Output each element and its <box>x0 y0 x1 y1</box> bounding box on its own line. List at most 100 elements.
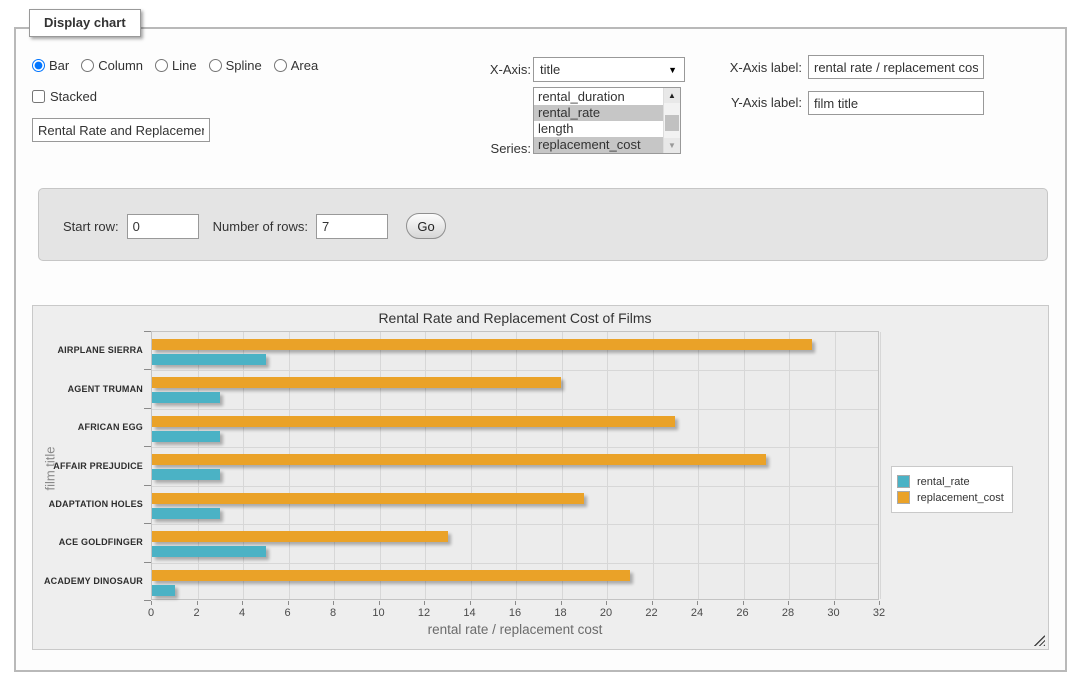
xtick-label: 6 <box>270 607 306 619</box>
xtick-mark <box>879 601 880 605</box>
legend-item: replacement_cost <box>897 491 1004 504</box>
scroll-up-icon[interactable]: ▲ <box>664 88 680 103</box>
gridline-vertical <box>425 332 426 599</box>
xtick-label: 20 <box>588 607 624 619</box>
gridline-vertical <box>289 332 290 599</box>
gridline-vertical <box>607 332 608 599</box>
scrollbar-track[interactable] <box>664 103 680 138</box>
xtick-label: 4 <box>224 607 260 619</box>
stacked-label: Stacked <box>50 89 97 104</box>
xtick-mark <box>743 601 744 605</box>
chart-type-radio-label: Line <box>172 58 197 73</box>
gridline-vertical <box>198 332 199 599</box>
yaxis-label-input[interactable] <box>808 91 984 115</box>
chart-type-option-spline[interactable]: Spline <box>209 58 262 73</box>
chart-type-option-area[interactable]: Area <box>274 58 318 73</box>
chart-title-input[interactable] <box>32 118 210 142</box>
gridline-horizontal <box>152 524 878 525</box>
number-of-rows-input[interactable] <box>316 214 388 239</box>
ytick-mark <box>144 446 151 447</box>
gridline-horizontal <box>152 409 878 410</box>
chart-type-radio-label: Spline <box>226 58 262 73</box>
display-chart-fieldset: Display chart BarColumnLineSplineArea St… <box>14 27 1067 672</box>
xtick-mark <box>288 601 289 605</box>
chart-title: Rental Rate and Replacement Cost of Film… <box>151 310 879 326</box>
start-row-input[interactable] <box>127 214 199 239</box>
resize-handle-icon[interactable] <box>1034 635 1045 646</box>
chart-type-radio-bar[interactable] <box>32 59 45 72</box>
series-option-length[interactable]: length <box>534 121 663 137</box>
gridline-vertical <box>880 332 881 599</box>
chart-xaxis-label: rental rate / replacement cost <box>151 622 879 637</box>
gridline-vertical <box>789 332 790 599</box>
xtick-mark <box>470 601 471 605</box>
scroll-down-icon[interactable]: ▼ <box>664 138 680 153</box>
xtick-label: 8 <box>315 607 351 619</box>
gridline-vertical <box>471 332 472 599</box>
xaxis-select-label: X-Axis: <box>457 62 531 77</box>
series-option-rental_duration[interactable]: rental_duration <box>534 89 663 105</box>
xtick-mark <box>788 601 789 605</box>
bar-rental_rate <box>152 431 220 442</box>
xtick-label: 12 <box>406 607 442 619</box>
xtick-mark <box>424 601 425 605</box>
chart-type-radio-label: Area <box>291 58 318 73</box>
xaxis-select[interactable]: title ▼ <box>533 57 685 82</box>
series-option-rental_rate[interactable]: rental_rate <box>534 105 663 121</box>
chart-type-radio-label: Column <box>98 58 143 73</box>
xaxis-label-input[interactable] <box>808 55 984 79</box>
bar-rental_rate <box>152 508 220 519</box>
ytick-mark <box>144 331 151 332</box>
xtick-mark <box>151 601 152 605</box>
chart-type-option-line[interactable]: Line <box>155 58 197 73</box>
chart-yaxis-label: film title <box>43 414 58 524</box>
bar-rental_rate <box>152 585 175 596</box>
xtick-mark <box>834 601 835 605</box>
start-row-label: Start row: <box>63 219 119 234</box>
xtick-label: 0 <box>133 607 169 619</box>
xtick-label: 18 <box>543 607 579 619</box>
ytick-mark <box>144 600 151 601</box>
ytick-mark <box>144 408 151 409</box>
series-multiselect[interactable]: rental_durationrental_ratelengthreplacem… <box>533 87 681 154</box>
stacked-checkbox-row: Stacked <box>32 89 97 104</box>
xtick-mark <box>697 601 698 605</box>
chart-type-radio-spline[interactable] <box>209 59 222 72</box>
bar-replacement_cost <box>152 377 561 388</box>
legend-swatch-rental_rate <box>897 475 910 488</box>
chart-type-radio-area[interactable] <box>274 59 287 72</box>
chart-type-option-column[interactable]: Column <box>81 58 143 73</box>
xtick-label: 30 <box>816 607 852 619</box>
stacked-checkbox[interactable] <box>32 90 45 103</box>
gridline-horizontal <box>152 370 878 371</box>
bar-rental_rate <box>152 469 220 480</box>
xaxis-label-field-label: X-Axis label: <box>706 60 802 75</box>
series-scrollbar[interactable]: ▲ ▼ <box>663 88 680 153</box>
ytick-mark <box>144 523 151 524</box>
chart-legend: rental_ratereplacement_cost <box>891 466 1013 513</box>
bar-replacement_cost <box>152 531 448 542</box>
go-button[interactable]: Go <box>406 213 446 239</box>
scrollbar-thumb[interactable] <box>665 115 679 131</box>
yaxis-label-field-label: Y-Axis label: <box>706 95 802 110</box>
xtick-label: 14 <box>452 607 488 619</box>
chart-type-radio-column[interactable] <box>81 59 94 72</box>
ytick-label: ACADEMY DINOSAUR <box>35 576 143 586</box>
series-select-label: Series: <box>457 141 531 156</box>
xtick-label: 2 <box>179 607 215 619</box>
ytick-label: ACE GOLDFINGER <box>35 537 143 547</box>
number-of-rows-label: Number of rows: <box>213 219 308 234</box>
xtick-label: 24 <box>679 607 715 619</box>
xtick-mark <box>606 601 607 605</box>
series-option-replacement_cost[interactable]: replacement_cost <box>534 137 663 153</box>
chart-type-option-bar[interactable]: Bar <box>32 58 69 73</box>
gridline-horizontal <box>152 447 878 448</box>
xtick-mark <box>242 601 243 605</box>
xtick-mark <box>333 601 334 605</box>
chart-type-radio-line[interactable] <box>155 59 168 72</box>
ytick-mark <box>144 562 151 563</box>
gridline-horizontal <box>152 563 878 564</box>
chart-plot-area <box>151 331 879 600</box>
gridline-vertical <box>380 332 381 599</box>
gridline-vertical <box>562 332 563 599</box>
